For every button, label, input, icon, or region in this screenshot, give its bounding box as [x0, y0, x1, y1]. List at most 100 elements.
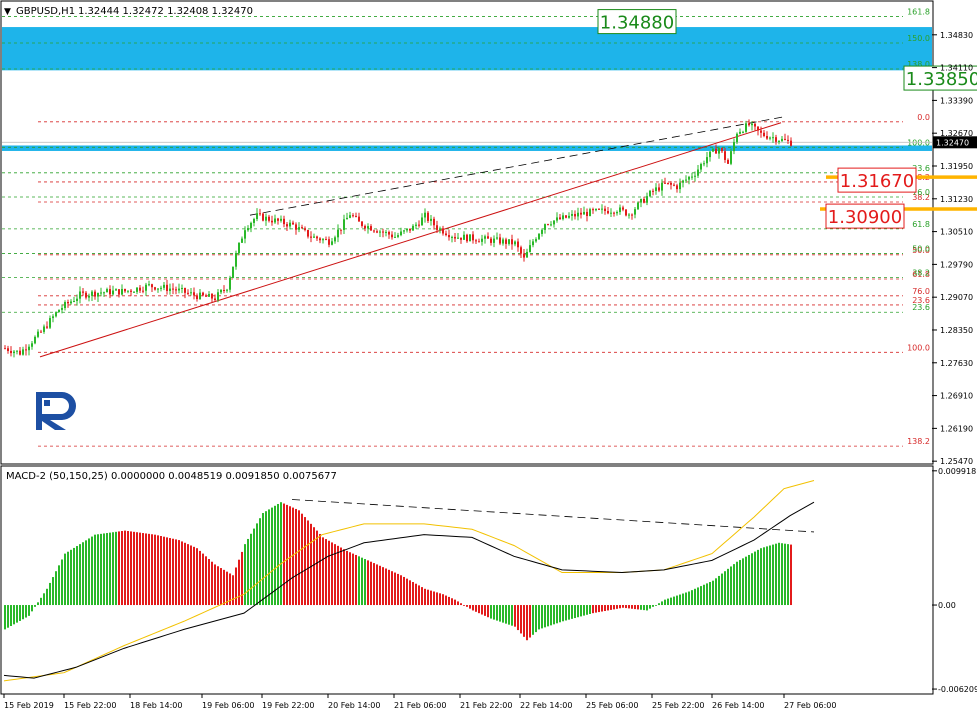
candle-body: [550, 224, 552, 226]
candle: [400, 227, 402, 237]
candle: [766, 131, 768, 140]
macd-histogram-bar: [559, 605, 561, 623]
macd-histogram-bar: [163, 536, 165, 606]
candle-body: [571, 213, 573, 216]
time-tick-label: 25 Feb 06:00: [586, 701, 638, 710]
candle-body: [205, 295, 207, 297]
candle-body: [337, 229, 339, 238]
candle: [538, 233, 540, 240]
candle: [256, 208, 258, 222]
candle-body: [685, 179, 687, 181]
candle: [109, 285, 111, 299]
macd-histogram-bar: [205, 556, 207, 606]
candle: [148, 280, 150, 287]
candle: [565, 215, 567, 219]
macd-histogram-bar: [346, 550, 348, 606]
candle: [181, 284, 183, 294]
macd-histogram-bar: [457, 601, 459, 606]
dropdown-triangle-icon[interactable]: ▼: [4, 7, 11, 17]
candle: [685, 175, 687, 183]
macd-histogram-bar: [673, 596, 675, 606]
candle-body: [763, 132, 765, 136]
candle-body: [625, 209, 627, 216]
candle: [748, 119, 750, 127]
candle-body: [658, 187, 660, 191]
target-label-down[interactable]: 1.30900: [825, 203, 905, 229]
candle-body: [409, 228, 411, 231]
macd-histogram-bar: [634, 605, 636, 610]
macd-divergence-line[interactable]: [291, 499, 815, 533]
candle-body: [277, 218, 279, 221]
candle: [544, 223, 546, 234]
candle-body: [247, 228, 249, 231]
macd-histogram-bar: [328, 540, 330, 606]
candle-body: [466, 234, 468, 242]
candle: [478, 238, 480, 243]
target-box[interactable]: [597, 9, 677, 35]
macd-histogram-bar: [661, 601, 663, 606]
candle-body: [154, 287, 156, 290]
candle-body: [193, 292, 195, 296]
candle-body: [10, 350, 12, 354]
macd-histogram-bar: [352, 553, 354, 606]
candle: [448, 229, 450, 241]
candle: [364, 224, 366, 232]
macd-histogram-bar: [601, 605, 603, 612]
price-tick-label: 1.34830: [940, 31, 973, 40]
price-panel[interactable]: [0, 0, 934, 465]
candle: [715, 144, 717, 154]
candle: [661, 179, 663, 196]
macd-histogram-bar: [94, 534, 96, 606]
candle-body: [265, 216, 267, 221]
target-label-up[interactable]: 1.34880: [597, 9, 677, 35]
macd-histogram-bar: [772, 544, 774, 606]
candle-body: [544, 224, 546, 230]
candle: [757, 126, 759, 136]
candle-body: [784, 138, 786, 140]
candle: [406, 228, 408, 233]
macd-histogram-bar: [508, 605, 510, 625]
macd-histogram-bar: [754, 551, 756, 606]
candle: [64, 300, 66, 311]
target-box[interactable]: [837, 167, 917, 193]
candle-body: [286, 224, 288, 227]
candle-body: [766, 135, 768, 139]
candle-body: [367, 226, 369, 229]
macd-histogram-bar: [265, 511, 267, 606]
candle-body: [91, 291, 93, 296]
candle-body: [514, 241, 516, 245]
resistance-zone-0: [2, 27, 932, 71]
candle: [664, 177, 666, 184]
candle-body: [280, 218, 282, 221]
candle: [652, 188, 654, 196]
candle-body: [484, 236, 486, 239]
candle: [274, 214, 276, 224]
macd-histogram-bar: [544, 605, 546, 628]
macd-histogram-bar: [583, 605, 585, 616]
fib-green-label: 61.8: [912, 220, 930, 229]
macd-panel[interactable]: [0, 465, 934, 695]
target-box[interactable]: [903, 65, 977, 91]
target-label-up[interactable]: 1.33850: [903, 65, 977, 91]
candle: [118, 289, 120, 298]
macd-tick-label: 0.0099181: [938, 467, 977, 476]
candle: [445, 230, 447, 237]
price-tick-label: 1.26190: [940, 424, 973, 433]
candle: [283, 215, 285, 228]
candle: [622, 205, 624, 212]
candle-body: [283, 218, 285, 225]
support-trendline[interactable]: [39, 122, 782, 358]
candle: [412, 224, 414, 231]
candle-body: [439, 228, 441, 230]
candle: [721, 147, 723, 153]
candle: [352, 213, 354, 218]
candle: [769, 136, 771, 141]
macd-histogram-bar: [427, 589, 429, 606]
candle: [253, 217, 255, 227]
candle-body: [607, 210, 609, 214]
candle: [514, 240, 516, 247]
target-box[interactable]: [825, 203, 905, 229]
target-label-down[interactable]: 1.31670: [837, 167, 917, 193]
candle-body: [673, 184, 675, 186]
candle-body: [178, 288, 180, 291]
